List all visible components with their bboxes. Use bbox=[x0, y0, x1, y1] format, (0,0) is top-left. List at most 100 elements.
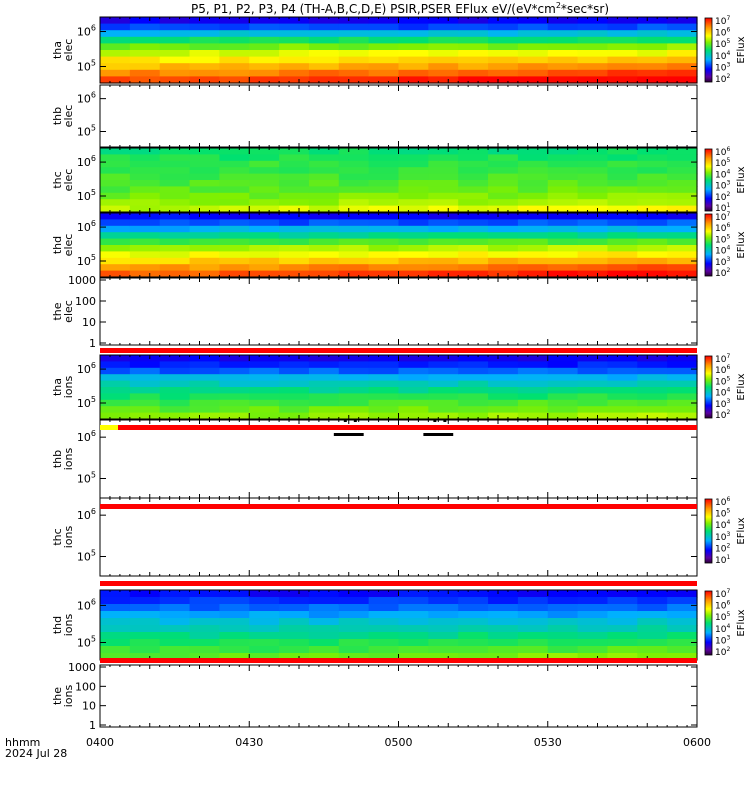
heatmap-cell bbox=[368, 76, 400, 84]
heatmap-cell bbox=[308, 199, 340, 207]
heatmap-cell bbox=[667, 56, 698, 64]
heatmap-cell bbox=[517, 597, 549, 605]
heatmap-cell bbox=[189, 199, 220, 207]
heatmap-cell bbox=[607, 367, 638, 375]
heatmap-cell bbox=[577, 160, 609, 168]
heatmap-cell bbox=[368, 192, 400, 200]
heatmap-cell bbox=[189, 245, 220, 252]
colorbar-strip bbox=[704, 498, 713, 564]
heatmap-cell bbox=[159, 43, 191, 51]
heatmap-cell bbox=[249, 367, 280, 375]
heatmap-cell bbox=[219, 192, 250, 200]
heatmap-cell bbox=[488, 412, 519, 420]
heatmap-cell bbox=[607, 180, 638, 187]
heatmap-cell bbox=[308, 186, 340, 194]
heatmap-cell bbox=[398, 186, 429, 194]
heatmap-cell bbox=[368, 355, 400, 362]
heatmap-cell bbox=[219, 653, 250, 661]
heatmap-cell bbox=[368, 245, 400, 252]
colorbar-tick-label: 104 bbox=[715, 519, 730, 531]
data-gap-mark bbox=[333, 433, 364, 436]
heatmap-cell bbox=[577, 590, 609, 598]
heatmap-cell bbox=[129, 199, 161, 207]
colorbar-tick-label: 107 bbox=[715, 211, 730, 223]
y-tick-label: 106 bbox=[77, 154, 96, 169]
heatmap-cell bbox=[100, 380, 131, 388]
heatmap-cell bbox=[458, 199, 489, 207]
panel-label: thaions bbox=[51, 375, 75, 398]
heatmap-cell bbox=[338, 257, 370, 265]
heatmap-cell bbox=[338, 192, 370, 200]
heatmap-cell bbox=[547, 43, 579, 51]
heatmap-cell bbox=[368, 597, 400, 605]
heatmap-cell bbox=[279, 632, 310, 640]
heatmap-cell bbox=[607, 17, 638, 25]
heatmap-cell bbox=[219, 625, 250, 633]
heatmap-cell bbox=[368, 167, 400, 175]
heatmap-cell bbox=[279, 225, 310, 233]
heatmap-cell bbox=[249, 590, 280, 598]
heatmap-cell bbox=[428, 167, 459, 175]
heatmap-cell bbox=[667, 361, 698, 369]
heatmap-cell bbox=[458, 76, 489, 84]
heatmap-cell bbox=[637, 50, 668, 58]
heatmap-cell bbox=[279, 50, 310, 58]
heatmap-cell bbox=[159, 17, 191, 25]
heatmap-cell bbox=[219, 257, 250, 265]
y-tick-label: 105 bbox=[77, 635, 96, 650]
heatmap-cell bbox=[249, 399, 280, 407]
heatmap-cell bbox=[249, 412, 280, 420]
heatmap-cell bbox=[308, 270, 340, 278]
heatmap-cell bbox=[279, 406, 310, 414]
heatmap-cell bbox=[159, 160, 191, 168]
status-bar bbox=[100, 581, 697, 586]
heatmap-cell bbox=[279, 205, 310, 213]
heatmap-cell bbox=[368, 17, 400, 25]
heatmap-cell bbox=[458, 355, 489, 362]
heatmap-cell bbox=[577, 374, 609, 382]
colorbar-tick-label: 103 bbox=[715, 398, 730, 410]
heatmap-cell bbox=[368, 69, 400, 77]
colorbar-tick-label: 106 bbox=[715, 222, 730, 234]
heatmap-cell bbox=[398, 180, 429, 187]
heatmap-cell bbox=[458, 257, 489, 265]
heatmap-cell bbox=[428, 625, 459, 633]
heatmap-cell bbox=[129, 597, 161, 605]
heatmap-cell bbox=[398, 355, 429, 362]
panel-label-species: ions bbox=[62, 447, 75, 470]
heatmap-cell bbox=[637, 180, 668, 187]
heatmap-cell bbox=[398, 646, 429, 654]
panel-label-probe: thc bbox=[51, 171, 64, 188]
heatmap-cell bbox=[667, 36, 698, 44]
heatmap-cell bbox=[129, 167, 161, 175]
heatmap-cell bbox=[458, 639, 489, 647]
heatmap-cell bbox=[577, 264, 609, 272]
heatmap-cell bbox=[368, 232, 400, 240]
heatmap-cell bbox=[338, 367, 370, 375]
heatmap-cell bbox=[249, 245, 280, 252]
heatmap-cell bbox=[458, 380, 489, 388]
heatmap-cell bbox=[368, 56, 400, 64]
heatmap-cell bbox=[637, 251, 668, 259]
heatmap-cell bbox=[338, 238, 370, 246]
heatmap-cell bbox=[159, 199, 191, 207]
panel-label: thdelec bbox=[51, 234, 75, 257]
heatmap-cell bbox=[279, 30, 310, 38]
heatmap-cell bbox=[488, 43, 519, 51]
heatmap-cell bbox=[488, 63, 519, 71]
heatmap-cell bbox=[517, 245, 549, 252]
heatmap-cell bbox=[488, 374, 519, 382]
status-bar-fill bbox=[100, 348, 697, 353]
heatmap-cell bbox=[219, 219, 250, 227]
heatmap-cell bbox=[279, 56, 310, 64]
heatmap-cell bbox=[338, 76, 370, 84]
heatmap-cell bbox=[279, 232, 310, 240]
heatmap-cell bbox=[607, 199, 638, 207]
heatmap-cell bbox=[249, 43, 280, 51]
heatmap-cell bbox=[488, 653, 519, 661]
heatmap-cell bbox=[458, 653, 489, 661]
heatmap-cell bbox=[100, 219, 131, 227]
heatmap-cell bbox=[368, 50, 400, 58]
x-tick-label: 0430 bbox=[235, 736, 263, 749]
